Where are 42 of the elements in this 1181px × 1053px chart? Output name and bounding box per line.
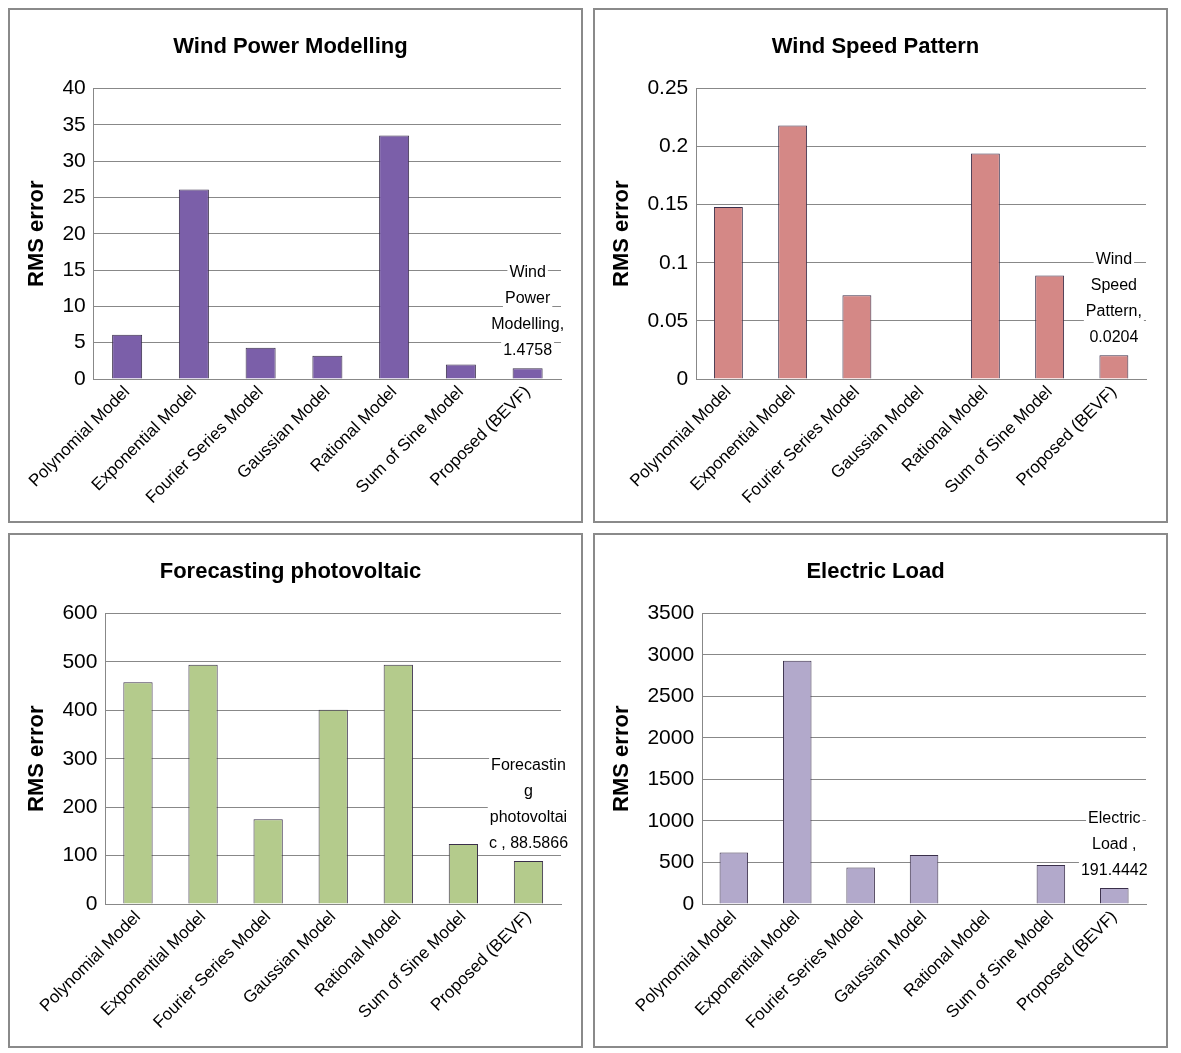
y-axis-title: RMS error [608, 180, 634, 287]
y-tick-label: 300 [62, 745, 98, 769]
y-tick-label: 1500 [647, 766, 695, 790]
chart-title: Forecasting photovoltaic [159, 558, 422, 584]
y-tick-label: 25 [62, 184, 86, 208]
y-tick-label: 10 [62, 293, 86, 317]
y-tick-label: 0.2 [659, 133, 689, 157]
y-tick-label: 3500 [647, 600, 695, 624]
y-tick-label: 600 [62, 600, 98, 624]
chart-title: Wind Speed Pattern [771, 33, 980, 59]
y-tick-label: 400 [62, 697, 98, 721]
data-label: Wind Power Modelling, 1.4758 [491, 262, 565, 358]
chart-title: Wind Power Modelling [173, 33, 408, 59]
y-axis-title: RMS error [23, 180, 49, 287]
y-tick-label: 500 [62, 648, 98, 672]
y-tick-label: 30 [62, 147, 86, 171]
data-label: Electric Load , 191.4442 [1080, 808, 1148, 878]
y-tick-label: 35 [62, 111, 86, 135]
data-label: Wind Speed Pattern, 0.0204 [1085, 249, 1142, 345]
y-tick-label: 40 [62, 75, 86, 99]
y-tick-label: 0 [74, 365, 86, 389]
y-tick-label: 0 [85, 890, 98, 914]
y-axis-title: RMS error [23, 705, 49, 812]
y-tick-label: 1000 [647, 807, 695, 831]
y-tick-label: 500 [659, 849, 695, 873]
y-tick-label: 20 [62, 220, 86, 244]
y-tick-label: 100 [62, 842, 98, 866]
y-tick-label: 0.05 [647, 307, 689, 331]
y-tick-label: 0 [676, 365, 689, 389]
y-tick-label: 2000 [647, 724, 695, 748]
y-tick-label: 0.15 [647, 191, 689, 215]
data-label: Forecasting photovoltaic , 88.5866 [488, 755, 569, 851]
y-tick-label: 0 [682, 890, 695, 914]
y-tick-label: 5 [74, 329, 86, 353]
y-tick-label: 3000 [647, 641, 695, 665]
y-tick-label: 0.1 [659, 249, 689, 273]
y-tick-label: 15 [62, 256, 86, 280]
y-tick-label: 2500 [647, 683, 695, 707]
y-tick-label: 200 [62, 793, 98, 817]
y-tick-label: 0.25 [647, 75, 689, 99]
y-axis-title: RMS error [608, 705, 634, 812]
chart-title: Electric Load [806, 558, 945, 584]
